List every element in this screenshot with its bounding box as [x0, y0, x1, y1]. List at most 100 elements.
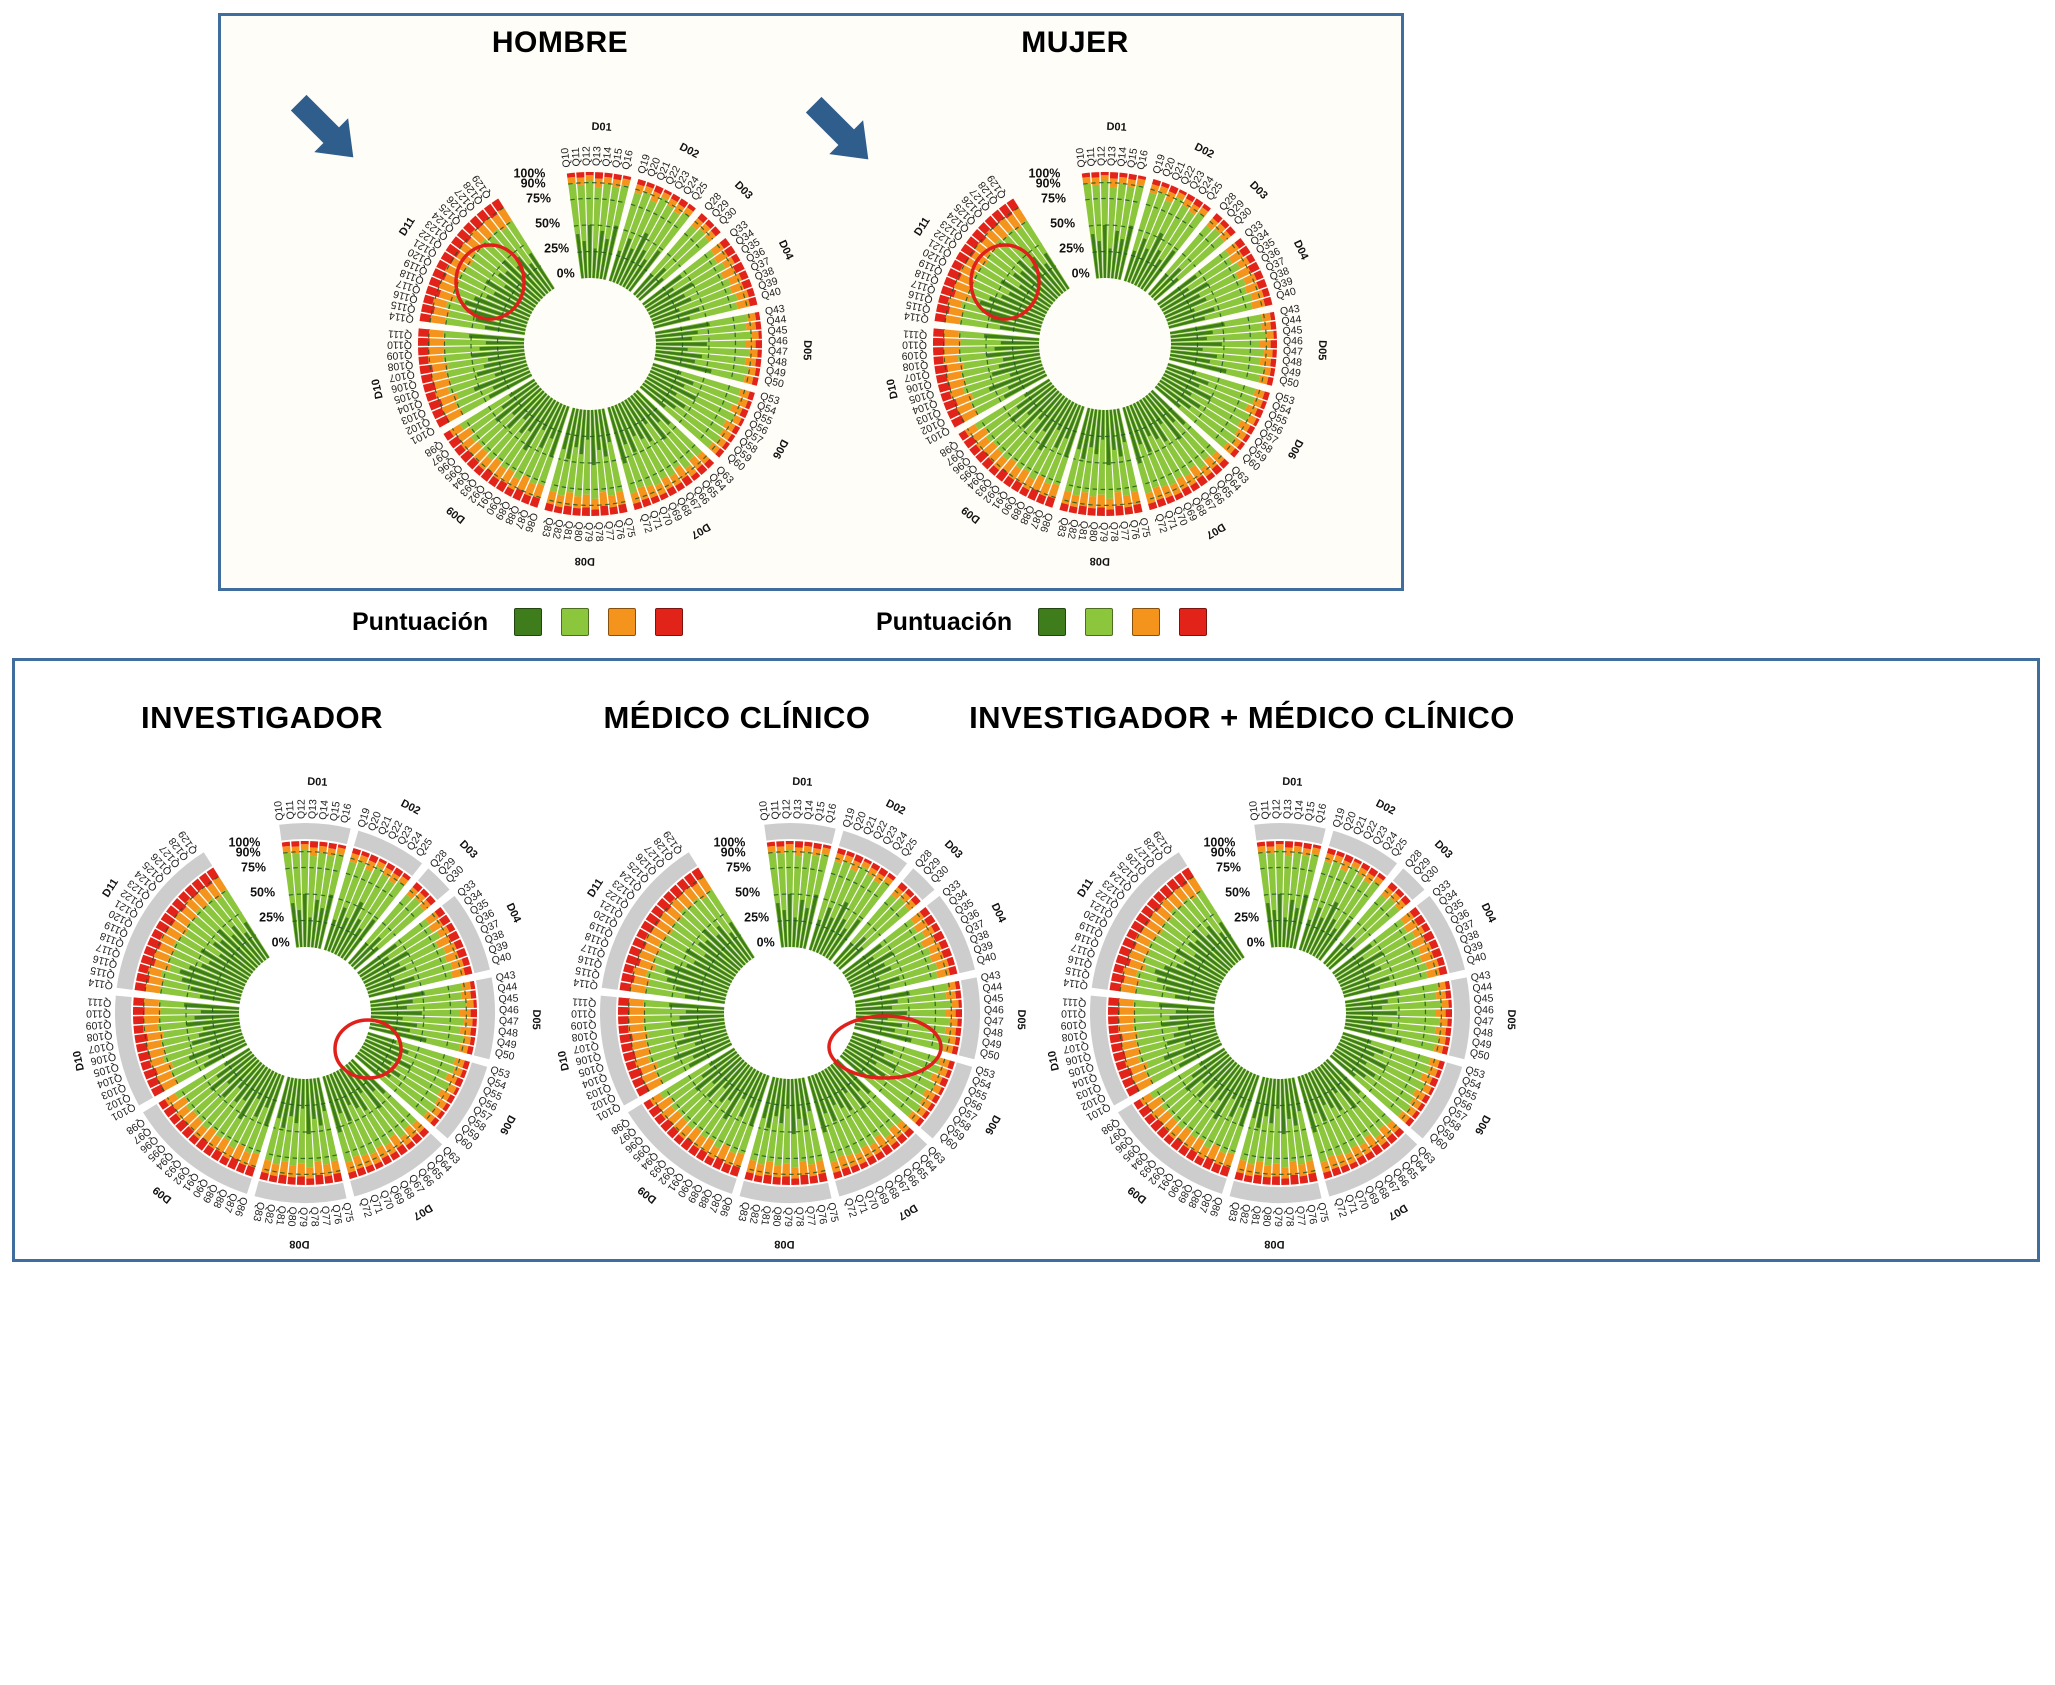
dashed-guide-ring: [577, 250, 613, 255]
dashed-guide-ring: [643, 999, 664, 1085]
axis-tick-label: 75%: [726, 861, 751, 875]
question-label: Q79: [782, 1207, 794, 1227]
dashed-guide-ring: [1128, 407, 1173, 434]
dashed-guide-ring: [688, 1074, 754, 1127]
dashed-guide-ring: [443, 330, 464, 416]
question-label: Q80: [571, 521, 585, 542]
dashed-guide-ring: [1146, 455, 1223, 501]
gray-outer-ring: [441, 895, 490, 974]
question-label: Q10: [757, 800, 771, 821]
dashed-guide-ring: [635, 188, 690, 218]
dashed-guide-ring: [211, 1004, 225, 1059]
question-label: Q115: [574, 964, 601, 981]
dashed-guide-ring: [570, 197, 626, 204]
dashed-guide-ring: [878, 1046, 905, 1093]
domain-label: D11: [585, 877, 606, 900]
dashed-guide-ring: [335, 1094, 392, 1129]
dashed-guide-ring: [1198, 232, 1217, 250]
dashed-guide-ring: [1145, 203, 1196, 230]
dashed-guide-ring: [683, 270, 707, 317]
question-label: Q48: [1282, 355, 1303, 369]
dashed-guide-ring: [350, 857, 405, 887]
gray-outer-ring: [838, 830, 908, 876]
dashed-guide-ring: [1130, 254, 1163, 272]
question-label: Q115: [89, 964, 116, 981]
dashed-guide-ring: [894, 889, 914, 909]
question-label: Q14: [1292, 799, 1306, 820]
dashed-guide-ring: [898, 1054, 931, 1110]
axis-tick-label: 0%: [757, 935, 775, 949]
question-label: Q79: [1272, 1207, 1284, 1227]
gray-outer-ring: [835, 1133, 928, 1197]
question-label: Q10: [1074, 147, 1088, 168]
dashed-guide-ring: [730, 316, 737, 380]
question-label: Q16: [823, 802, 839, 824]
legend-title: Puntuación: [876, 607, 1013, 636]
question-label: Q14: [317, 799, 331, 820]
question-label: Q83: [1054, 516, 1070, 538]
dashed-guide-ring: [1141, 1097, 1231, 1168]
score-swatch-orange: [608, 608, 637, 636]
gray-outer-ring: [473, 977, 495, 1060]
domain-label: D07: [1386, 1201, 1409, 1222]
question-label: Q43: [1279, 303, 1301, 318]
domain-label: D07: [896, 1201, 919, 1222]
dashed-guide-ring: [1225, 389, 1261, 452]
question-label: Q114: [388, 309, 415, 325]
dashed-guide-ring: [830, 872, 881, 899]
dashed-guide-ring: [1213, 385, 1246, 441]
question-label: Q79: [582, 522, 594, 542]
question-label: Q72: [842, 1197, 859, 1220]
question-label: Q12: [1096, 146, 1108, 166]
dashed-guide-ring: [445, 220, 513, 325]
axis-tick-label: 90%: [1036, 177, 1061, 191]
domain-label: D05: [530, 1009, 543, 1030]
dashed-guide-ring: [1356, 921, 1371, 937]
dashed-guide-ring: [1394, 990, 1400, 1043]
question-label: Q48: [497, 1026, 518, 1040]
dashed-guide-ring: [1177, 286, 1196, 324]
question-label: Q43: [1470, 969, 1492, 984]
dashed-guide-ring: [1160, 1002, 1177, 1072]
dashed-guide-ring: [1219, 253, 1248, 311]
score-swatch-light-green: [1085, 608, 1114, 636]
domain-label: D06: [770, 437, 790, 460]
question-label: Q108: [902, 358, 929, 372]
question-label: Q78: [1283, 1207, 1296, 1227]
dashed-guide-ring: [620, 425, 677, 460]
question-label: Q77: [602, 521, 616, 542]
gray-outer-ring: [599, 995, 638, 1106]
red-circle-annotation: [333, 1018, 403, 1080]
question-label: Q12: [1271, 799, 1283, 819]
dashed-guide-ring: [1085, 197, 1141, 204]
gray-outer-ring: [1118, 1103, 1227, 1194]
score-swatch-red: [655, 608, 684, 636]
dashed-guide-ring: [1135, 889, 1203, 994]
polar-chart-svg: Q10Q11Q12Q13Q14Q15Q16D01Q19Q20Q21Q22Q23Q…: [71, 776, 543, 1250]
question-label: Q114: [903, 309, 930, 325]
dashed-guide-ring: [670, 1002, 687, 1072]
question-label: Q14: [1115, 146, 1129, 167]
dashed-guide-ring: [945, 982, 952, 1053]
dashed-guide-ring: [460, 982, 467, 1053]
question-label: Q108: [571, 1029, 598, 1043]
dashed-guide-ring: [629, 875, 705, 992]
question-label: Q15: [813, 800, 828, 822]
question-label: Q108: [387, 358, 414, 372]
dashed-guide-ring: [409, 889, 429, 909]
polar-chart-svg: Q10Q11Q12Q13Q14Q15Q16D01Q19Q20Q21Q22Q23Q…: [556, 776, 1027, 1250]
dashed-guide-ring: [679, 326, 684, 367]
gray-outer-ring: [279, 823, 351, 845]
question-label: Q53: [1464, 1064, 1487, 1082]
question-label: Q106: [1064, 1050, 1092, 1067]
dashed-guide-ring: [710, 1061, 762, 1102]
question-label: Q40: [1465, 950, 1487, 967]
question-label: Q109: [901, 349, 927, 362]
domain-label: D04: [988, 901, 1008, 925]
axis-tick-label: 100%: [228, 836, 260, 850]
dashed-guide-ring: [1138, 229, 1179, 251]
question-label: Q11: [1085, 147, 1098, 167]
question-label: Q39: [487, 939, 510, 957]
axis-tick-label: 90%: [721, 846, 746, 860]
